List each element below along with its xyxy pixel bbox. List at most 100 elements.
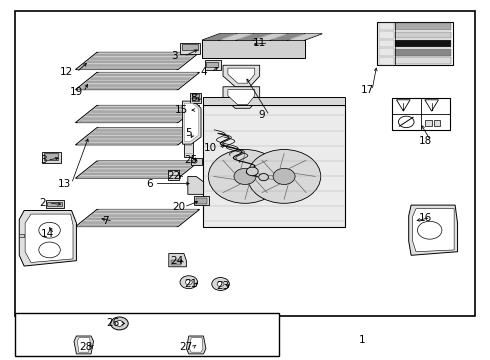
Text: 9: 9 [259,111,266,121]
Polygon shape [74,336,94,354]
Polygon shape [93,165,193,166]
Bar [379,40,393,47]
Text: 27: 27 [180,342,193,352]
Polygon shape [223,65,260,87]
Polygon shape [228,90,255,105]
Bar [206,62,218,67]
Bar [205,59,220,69]
Bar [171,260,180,265]
Polygon shape [95,74,196,76]
Polygon shape [93,109,193,111]
Bar [379,31,393,39]
Polygon shape [202,34,322,40]
Text: 2: 2 [39,198,46,208]
Polygon shape [82,117,183,119]
Text: 26: 26 [106,319,120,328]
Polygon shape [97,128,197,129]
Bar [434,120,441,126]
Circle shape [111,317,128,330]
Polygon shape [77,225,178,226]
Text: 25: 25 [185,155,198,165]
Polygon shape [90,215,191,216]
Polygon shape [77,121,178,123]
Circle shape [116,320,123,326]
Polygon shape [86,218,187,220]
Bar [196,198,207,204]
Text: 8: 8 [191,93,197,103]
Polygon shape [95,107,196,109]
Text: 14: 14 [41,229,54,239]
Polygon shape [93,56,193,58]
Polygon shape [396,100,410,111]
Text: 12: 12 [60,67,74,77]
Polygon shape [184,103,198,141]
Text: 24: 24 [170,256,183,266]
Bar [379,23,393,30]
Text: 3: 3 [171,51,177,61]
Circle shape [192,159,197,163]
Polygon shape [77,88,178,90]
Polygon shape [186,336,206,354]
Polygon shape [97,72,197,74]
Polygon shape [93,76,193,78]
Polygon shape [90,78,191,79]
Polygon shape [237,34,270,40]
Polygon shape [88,135,189,136]
Bar [194,196,209,205]
Bar [182,44,197,50]
Circle shape [217,282,224,287]
Polygon shape [88,79,189,81]
Polygon shape [79,66,180,68]
Bar [379,57,393,64]
Circle shape [259,174,269,181]
Polygon shape [223,87,260,108]
Polygon shape [90,58,191,59]
Polygon shape [75,161,199,178]
Circle shape [208,149,282,203]
Polygon shape [75,105,199,123]
Bar [47,202,62,206]
Polygon shape [95,54,196,56]
Text: 16: 16 [419,213,432,222]
Text: 5: 5 [186,129,192,138]
Text: 11: 11 [253,38,266,48]
Polygon shape [95,129,196,131]
Bar [180,43,199,54]
Polygon shape [97,52,197,54]
Bar [392,98,450,130]
Text: 28: 28 [79,342,93,352]
Polygon shape [95,211,196,213]
Circle shape [212,278,229,291]
Polygon shape [19,211,76,266]
Bar [395,49,451,55]
Polygon shape [79,223,180,225]
Polygon shape [169,253,186,267]
Polygon shape [84,171,185,173]
Polygon shape [188,176,203,194]
Polygon shape [88,112,189,114]
Bar [191,158,202,165]
Polygon shape [84,220,185,221]
Polygon shape [90,111,191,112]
Polygon shape [75,210,199,226]
Bar [192,94,199,97]
Polygon shape [413,209,454,252]
Circle shape [246,167,258,176]
Polygon shape [86,170,187,171]
Text: 19: 19 [70,87,83,97]
Circle shape [273,168,295,184]
Polygon shape [86,136,187,138]
Bar [44,153,58,160]
Polygon shape [97,161,197,163]
Polygon shape [77,176,178,178]
Bar [379,48,393,56]
Polygon shape [97,105,197,107]
Polygon shape [182,101,201,144]
Bar [395,40,451,47]
Text: 18: 18 [419,136,432,145]
Bar [395,32,451,39]
Text: 7: 7 [102,216,109,226]
Circle shape [39,242,60,258]
Polygon shape [75,128,199,145]
Polygon shape [79,86,180,88]
